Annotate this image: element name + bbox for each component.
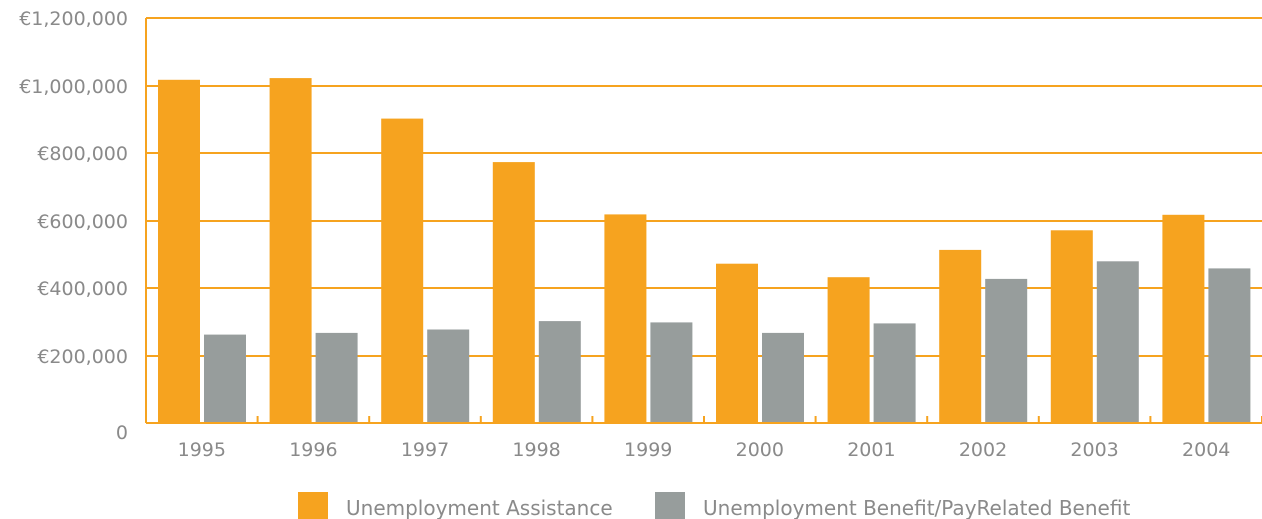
y-tick-label: €800,000: [37, 143, 128, 165]
x-tick-label: 1996: [289, 439, 337, 461]
y-tick-label: €600,000: [37, 211, 128, 233]
bar-benefit-1997: [427, 329, 470, 423]
bar-benefit-2002: [985, 278, 1028, 423]
bar-benefit-2003: [1096, 261, 1139, 423]
legend-label-benefit: Unemployment Benefit/PayRelated Benefit: [703, 496, 1130, 519]
y-tick-label: €400,000: [37, 278, 128, 300]
x-tick-label: 1998: [512, 439, 560, 461]
bar-assistance-1997: [381, 118, 424, 423]
bar-assistance-1995: [158, 79, 200, 424]
gridlines: [145, 17, 1262, 423]
x-tick-label: 2002: [959, 439, 1007, 461]
bar-benefit-1995: [204, 334, 246, 423]
bar-benefit-1996: [315, 332, 358, 423]
bar-benefit-1998: [538, 321, 581, 423]
bar-benefit-2000: [762, 332, 804, 423]
x-tick-label: 2001: [847, 439, 895, 461]
bar-assistance-1996: [269, 78, 312, 423]
bar-benefit-1999: [650, 322, 693, 423]
bar-assistance-2002: [939, 249, 982, 423]
x-tick-label: 1995: [178, 439, 226, 461]
bar-assistance-2004: [1162, 214, 1205, 423]
bar-assistance-2003: [1050, 230, 1093, 423]
legend-label-assistance: Unemployment Assistance: [346, 496, 613, 519]
y-tick-label: 0: [116, 422, 128, 444]
bar-assistance-1999: [604, 214, 647, 423]
y-axis-tick-labels: 0 €200,000 €400,000 €600,000 €800,000 €1,000,…: [19, 8, 128, 444]
y-tick-label: €200,000: [37, 346, 128, 368]
x-tick-label: 2003: [1070, 439, 1118, 461]
bar-benefit-2001: [873, 323, 916, 423]
x-tick-label: 1997: [401, 439, 449, 461]
x-axis: [145, 416, 1262, 424]
bar-benefit-2004: [1208, 268, 1251, 423]
legend: Unemployment Assistance Unemployment Bene…: [298, 492, 1130, 519]
y-tick-label: €1,200,000: [19, 8, 128, 30]
bar-assistance-2001: [827, 277, 870, 423]
bars: [158, 78, 1251, 424]
bar-assistance-2000: [716, 263, 758, 423]
x-axis-tick-labels: 1995 1996 1997 1998 1999 2000 2001 2002 2003 2004: [178, 439, 1231, 461]
bar-assistance-1998: [492, 162, 535, 423]
y-tick-label: €1,000,000: [19, 76, 128, 98]
x-tick-label: 2000: [736, 439, 784, 461]
legend-swatch-assistance: [298, 492, 328, 519]
x-tick-label: 1999: [624, 439, 672, 461]
legend-swatch-benefit: [655, 492, 685, 519]
x-tick-label: 2004: [1182, 439, 1230, 461]
